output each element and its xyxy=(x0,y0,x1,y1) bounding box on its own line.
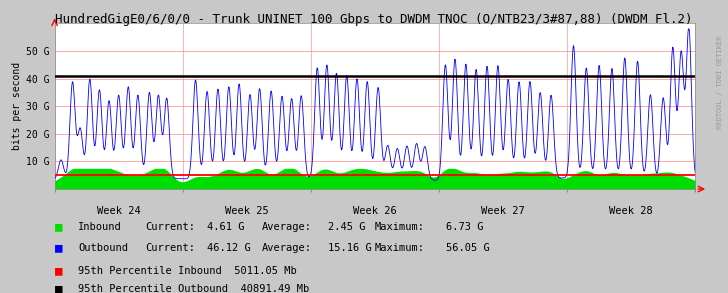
Text: Maximum:: Maximum: xyxy=(375,243,425,253)
Text: ■: ■ xyxy=(55,241,62,254)
Text: ■: ■ xyxy=(55,265,62,277)
Text: Week 26: Week 26 xyxy=(353,206,397,216)
Text: HundredGigE0/6/0/0 - Trunk UNINET 100 Gbps to DWDM TNOC (O/NTB23/3#87,88) (DWDM : HundredGigE0/6/0/0 - Trunk UNINET 100 Gb… xyxy=(55,13,692,26)
Text: RRDTOOL / TOBI OETIKER: RRDTOOL / TOBI OETIKER xyxy=(717,35,723,129)
Text: 95th Percentile Outbound  40891.49 Mb: 95th Percentile Outbound 40891.49 Mb xyxy=(78,284,309,293)
Text: Week 27: Week 27 xyxy=(481,206,525,216)
Text: Average:: Average: xyxy=(262,243,312,253)
Text: 2.45 G: 2.45 G xyxy=(328,222,365,232)
Text: Current:: Current: xyxy=(146,243,196,253)
Text: Maximum:: Maximum: xyxy=(375,222,425,232)
Y-axis label: bits per second: bits per second xyxy=(12,62,22,150)
Text: Inbound: Inbound xyxy=(78,222,122,232)
Text: Week 25: Week 25 xyxy=(225,206,269,216)
Text: Week 28: Week 28 xyxy=(609,206,653,216)
Text: 95th Percentile Inbound  5011.05 Mb: 95th Percentile Inbound 5011.05 Mb xyxy=(78,266,296,276)
Text: ■: ■ xyxy=(55,282,62,293)
Text: Outbound: Outbound xyxy=(78,243,128,253)
Text: 4.61 G: 4.61 G xyxy=(207,222,245,232)
Text: Current:: Current: xyxy=(146,222,196,232)
Text: 56.05 G: 56.05 G xyxy=(446,243,490,253)
Text: 15.16 G: 15.16 G xyxy=(328,243,371,253)
Text: Average:: Average: xyxy=(262,222,312,232)
Text: ■: ■ xyxy=(55,221,62,234)
Text: 46.12 G: 46.12 G xyxy=(207,243,251,253)
Text: Week 24: Week 24 xyxy=(97,206,141,216)
Text: 6.73 G: 6.73 G xyxy=(446,222,484,232)
